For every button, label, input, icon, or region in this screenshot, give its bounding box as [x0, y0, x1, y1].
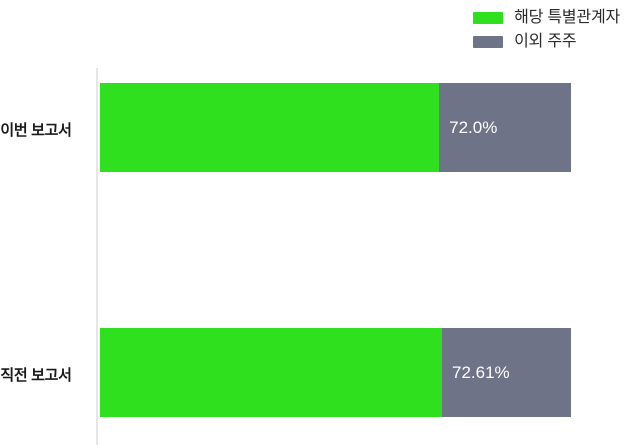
legend-item-secondary: 이외 주주 [473, 32, 577, 52]
bar-value-label-1: 72.61% [452, 362, 510, 382]
legend-label-secondary: 이외 주주 [514, 33, 577, 50]
category-axis-line [96, 68, 98, 445]
bar-segment-primary-1 [100, 328, 442, 417]
legend-swatch-secondary-icon [473, 36, 504, 48]
category-label-1: 직전 보고서 [0, 367, 72, 384]
bar-segment-secondary-0: 72.0% [439, 83, 571, 172]
legend-item-primary: 해당 특별관계자 [473, 8, 620, 28]
bar-segment-secondary-1: 72.61% [442, 328, 571, 417]
legend-swatch-primary-icon [473, 12, 504, 24]
bar-value-label-0: 72.0% [449, 117, 498, 137]
legend-label-primary: 해당 특별관계자 [514, 9, 620, 26]
table-row: 72.0% [100, 83, 571, 172]
category-label-0: 이번 보고서 [0, 122, 72, 139]
bar-segment-primary-0 [100, 83, 440, 172]
table-row: 72.61% [100, 328, 571, 417]
chart-legend: 해당 특별관계자 이외 주주 [473, 8, 620, 52]
